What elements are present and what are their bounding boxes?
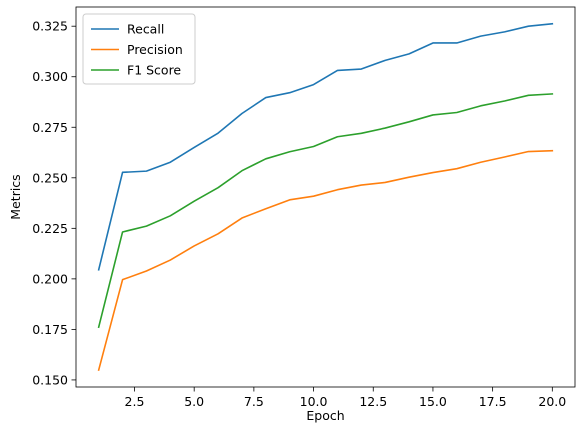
series-line-recall [97,22,554,271]
legend-label-f1-score: F1 Score [127,63,181,78]
y-tick-label: 0.300 [32,69,68,84]
x-tick-label: 17.5 [479,394,507,409]
legend-label-precision: Precision [127,42,183,57]
y-tick-label: 0.200 [32,271,68,286]
y-tick-label: 0.250 [32,170,68,185]
legend: Recall Precision F1 Score [82,13,196,85]
x-tick-label: 7.5 [244,394,264,409]
y-axis-label: Metrics [8,174,23,219]
y-axis: 0.150 0.175 0.200 0.225 0.250 0.275 0.300 0.325 [32,19,76,387]
x-tick-label: 12.5 [359,394,387,409]
plot-frame [75,6,576,388]
series-line-f1-score [97,93,554,329]
legend-label-recall: Recall [127,22,164,37]
x-axis-label: Epoch [306,408,344,423]
y-tick-label: 0.225 [32,221,68,236]
legend-box [82,13,196,85]
y-tick-label: 0.150 [32,372,68,387]
x-tick-label: 15.0 [419,394,447,409]
series-line-precision [97,149,554,371]
y-tick-label: 0.325 [32,19,68,34]
x-tick-label: 20.0 [538,394,566,409]
x-tick-label: 5.0 [184,394,204,409]
plot-lines [97,22,554,371]
x-tick-label: 10.0 [300,394,328,409]
y-tick-label: 0.175 [32,322,68,337]
x-tick-label: 2.5 [125,394,145,409]
y-tick-label: 0.275 [32,120,68,135]
x-axis: 2.5 5.0 7.5 10.0 12.5 15.0 17.5 20.0 [125,387,566,409]
